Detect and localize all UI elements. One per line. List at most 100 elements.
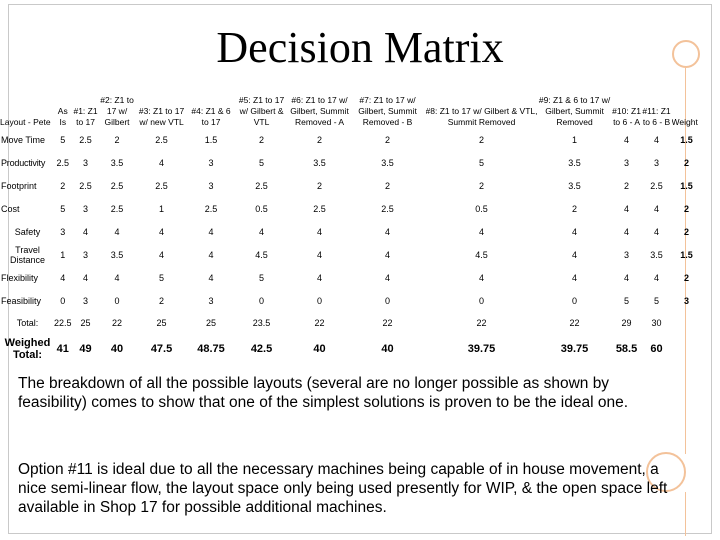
score-cell: 4: [654, 272, 660, 283]
score-cell: 5: [259, 157, 265, 168]
score-cell: 2.5: [56, 157, 70, 168]
weighted-cell: 39.75: [467, 343, 496, 355]
criteria-row: Footprint 2 2.5 2.5 2.5 3 2.5 2 2 2 3.5 2 2.5 1.5: [0, 174, 702, 197]
score-cell: 0: [317, 295, 323, 306]
criteria-label: Feasibility: [1, 295, 42, 306]
column-header: #11: Z1 to 6 - B: [642, 106, 671, 127]
score-cell: 4: [208, 249, 214, 260]
total-cell: 25: [156, 318, 167, 328]
score-cell: 4: [208, 226, 214, 237]
column-header: Layout - Pete: [0, 117, 51, 127]
score-cell: 4: [114, 272, 120, 283]
criteria-row: Safety 3 4 4 4 4 4 4 4 4 4 4 4 2: [0, 220, 702, 243]
score-cell: 2: [385, 180, 391, 191]
weighted-cell: 60: [650, 343, 663, 355]
score-cell: 4: [83, 226, 89, 237]
score-cell: 4: [385, 272, 391, 283]
score-cell: 5: [624, 295, 630, 306]
score-cell: 4: [159, 157, 165, 168]
weighted-cell: 40: [110, 343, 124, 355]
column-header: #5: Z1 to 17 w/ Gilbert & VTL: [238, 95, 285, 127]
score-cell: 4: [572, 272, 578, 283]
score-cell: 4: [385, 226, 391, 237]
weighted-label: Weighed Total:: [4, 337, 51, 361]
criteria-row: Flexibility 4 4 4 5 4 5 4 4 4 4 4 4 2: [0, 266, 702, 289]
score-cell: 4: [654, 226, 660, 237]
score-cell: 2: [624, 180, 630, 191]
weighted-cell: 40: [381, 343, 394, 355]
score-cell: 4: [114, 226, 120, 237]
score-cell: 1: [159, 203, 165, 214]
score-cell: 3: [208, 157, 214, 168]
score-cell: 4: [624, 272, 630, 283]
score-cell: 4: [159, 226, 165, 237]
score-cell: 5: [159, 272, 165, 283]
column-header: #6: Z1 to 17 w/ Gilbert, Summit Removed …: [290, 95, 349, 127]
score-cell: 4: [317, 249, 323, 260]
criteria-row: Move Time 5 2.5 2 2.5 1.5 2 2 2 2 1 4 4 1.5: [0, 128, 702, 151]
score-cell: 4: [479, 272, 485, 283]
weight-cell: 1.5: [680, 249, 693, 260]
score-cell: 1: [60, 249, 66, 260]
total-cell: 22.5: [54, 318, 72, 328]
score-cell: 1: [572, 134, 578, 145]
decorative-circle-icon: [672, 40, 700, 68]
score-cell: 4: [572, 249, 578, 260]
score-cell: 3: [624, 157, 630, 168]
weight-cell: 2: [684, 203, 690, 214]
score-cell: 2: [317, 180, 323, 191]
column-header: Weight: [671, 117, 698, 127]
column-header: #8: Z1 to 17 w/ Gilbert & VTL, Summit Re…: [425, 106, 538, 127]
column-header: #7: Z1 to 17 w/ Gilbert, Summit Removed …: [358, 95, 417, 127]
score-cell: 3: [624, 249, 630, 260]
score-cell: 3.5: [381, 157, 394, 168]
score-cell: 4: [624, 203, 630, 214]
weighted-cell: 49: [79, 343, 92, 355]
score-cell: 2.5: [255, 180, 268, 191]
decorative-line-lower: [685, 492, 686, 536]
slide-frame: [8, 4, 712, 534]
criteria-label: Flexibility: [1, 272, 39, 283]
score-cell: 2.5: [650, 180, 663, 191]
score-cell: 4: [83, 272, 89, 283]
criteria-label: Safety: [14, 226, 41, 237]
weight-cell: 2: [684, 272, 690, 283]
criteria-label: Cost: [1, 203, 20, 214]
total-cell: 30: [651, 318, 662, 328]
score-cell: 2.5: [155, 180, 168, 191]
score-cell: 2.5: [155, 134, 168, 145]
criteria-row: Feasibility 0 3 0 2 3 0 0 0 0 0 5 5 3: [0, 289, 702, 312]
total-cell: 22: [476, 318, 487, 328]
score-cell: 3: [83, 249, 89, 260]
total-cell: 22: [112, 318, 123, 328]
slide-title: Decision Matrix: [216, 23, 504, 72]
score-cell: 4: [479, 226, 485, 237]
score-cell: 0: [60, 295, 66, 306]
score-cell: 1.5: [204, 134, 218, 145]
score-cell: 2: [60, 180, 66, 191]
score-cell: 2: [479, 134, 485, 145]
score-cell: 4: [317, 226, 323, 237]
total-cell: 25: [206, 318, 217, 328]
column-header: #3: Z1 to 17 w/ new VTL: [138, 106, 185, 127]
score-cell: 2.5: [381, 203, 394, 214]
criteria-row: Cost 5 3 2.5 1 2.5 0.5 2.5 2.5 0.5 2 4 4 2: [0, 197, 702, 220]
total-cell: 29: [621, 318, 632, 328]
score-cell: 4: [385, 249, 391, 260]
score-cell: 3: [83, 157, 89, 168]
score-cell: 4.5: [475, 249, 488, 260]
score-cell: 2: [159, 295, 165, 306]
criteria-row: Productivity 2.5 3 3.5 4 3 5 3.5 3.5 5 3.5 3 3 2: [0, 151, 702, 174]
weighted-cell: 41: [56, 343, 69, 355]
total-cell: 23.5: [252, 318, 271, 328]
score-cell: 4: [654, 203, 660, 214]
weighted-cell: 58.5: [615, 343, 638, 355]
decorative-line: [685, 68, 686, 454]
weighted-cell: 47.5: [150, 343, 173, 355]
score-cell: 4: [624, 226, 630, 237]
score-cell: 3: [208, 295, 214, 306]
score-cell: 3.5: [110, 249, 124, 260]
criteria-label: Travel Distance: [9, 244, 45, 265]
score-cell: 3.5: [568, 180, 581, 191]
score-cell: 4.5: [255, 249, 268, 260]
